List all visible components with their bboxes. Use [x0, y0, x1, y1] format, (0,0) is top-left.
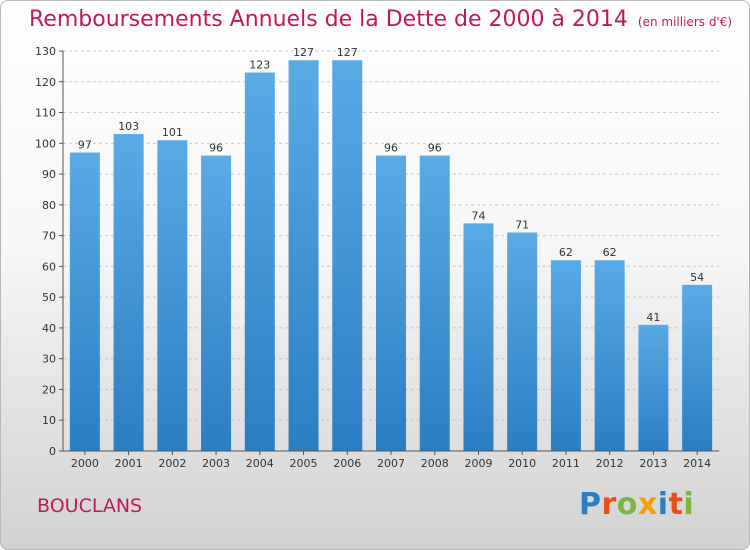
y-tick-label: 70 — [42, 230, 56, 243]
value-labels: 97 103 101 96 123 127 127 96 96 74 71 62 62 41 54 — [78, 46, 704, 324]
bar-2005 — [288, 60, 319, 451]
x-tick-label-2014: 2014 — [683, 457, 711, 470]
proxiti-logo: Proxiti — [579, 487, 694, 522]
logo-letter: i — [657, 487, 669, 522]
value-label-2001: 103 — [118, 120, 139, 133]
logo-letter: P — [579, 487, 602, 522]
value-label-2002: 101 — [162, 126, 183, 139]
bars — [69, 60, 713, 452]
bar-2012 — [594, 260, 625, 451]
axes: 0 10 20 30 40 50 60 70 80 90 100 110 120 130 2000 2001 2… — [35, 45, 719, 470]
x-tick-label-2009: 2009 — [464, 457, 492, 470]
bar-2003 — [201, 155, 232, 451]
logo-letter: r — [601, 487, 617, 522]
y-tick-label: 40 — [42, 322, 56, 335]
x-tick-label-2005: 2005 — [290, 457, 318, 470]
bar-2010 — [507, 232, 538, 451]
logo-letter: o — [616, 487, 638, 522]
chart-title: Remboursements Annuels de la Dette de 20… — [29, 7, 732, 32]
bar-2007 — [376, 155, 406, 451]
x-tick-label-2003: 2003 — [202, 457, 230, 470]
value-label-2009: 74 — [471, 209, 485, 222]
y-tick-label: 100 — [35, 137, 56, 150]
logo-letter: x — [637, 487, 658, 522]
y-tick-label: 120 — [35, 76, 56, 89]
x-tick-label-2013: 2013 — [639, 457, 667, 470]
value-label-2000: 97 — [78, 139, 92, 152]
bar-2000 — [69, 152, 100, 452]
x-tick-label-2007: 2007 — [377, 457, 405, 470]
value-label-2012: 62 — [603, 246, 617, 259]
bar-2009 — [463, 223, 494, 451]
value-label-2007: 96 — [384, 142, 398, 155]
x-tick-label-2008: 2008 — [421, 457, 449, 470]
y-tick-label: 0 — [49, 445, 56, 458]
x-tick-label-2010: 2010 — [508, 457, 536, 470]
value-label-2013: 41 — [646, 311, 660, 324]
value-label-2006: 127 — [337, 46, 358, 59]
y-tick-label: 60 — [42, 260, 56, 273]
y-tick-label: 30 — [42, 353, 56, 366]
x-tick-label-2002: 2002 — [158, 457, 186, 470]
value-label-2011: 62 — [559, 246, 573, 259]
bar-2002 — [157, 140, 188, 451]
value-label-2014: 54 — [690, 271, 704, 284]
bar-2006 — [332, 60, 363, 451]
y-tick-label: 110 — [35, 107, 56, 120]
x-tick-label-2001: 2001 — [115, 457, 143, 470]
y-tick-label: 90 — [42, 168, 56, 181]
value-label-2010: 71 — [515, 219, 529, 232]
bar-2004 — [244, 72, 275, 452]
bar-2013 — [638, 324, 669, 451]
chart-unit-note: (en milliers d'€) — [637, 15, 733, 29]
y-tick-label: 80 — [42, 199, 56, 212]
x-tick-label-2012: 2012 — [596, 457, 624, 470]
bar-2008 — [419, 155, 450, 451]
bar-2014 — [682, 284, 713, 451]
y-tick-label: 20 — [42, 383, 56, 396]
value-label-2008: 96 — [428, 142, 442, 155]
bar-2001 — [113, 134, 144, 452]
x-tick-label-2000: 2000 — [71, 457, 99, 470]
value-label-2003: 96 — [209, 142, 223, 155]
y-tick-label: 130 — [35, 45, 56, 58]
y-tick-label: 50 — [42, 291, 56, 304]
x-tick-label-2004: 2004 — [246, 457, 274, 470]
x-tick-label-2011: 2011 — [552, 457, 580, 470]
value-label-2004: 123 — [249, 59, 270, 72]
bar-2011 — [550, 260, 581, 451]
value-label-2005: 127 — [293, 46, 314, 59]
y-tick-label: 10 — [42, 414, 56, 427]
logo-letter: t — [668, 487, 684, 522]
x-tick-label-2006: 2006 — [333, 457, 361, 470]
chart-title-text: Remboursements Annuels de la Dette de 20… — [29, 7, 628, 32]
commune-name: BOUCLANS — [37, 495, 143, 517]
logo-letter: i — [683, 487, 695, 522]
